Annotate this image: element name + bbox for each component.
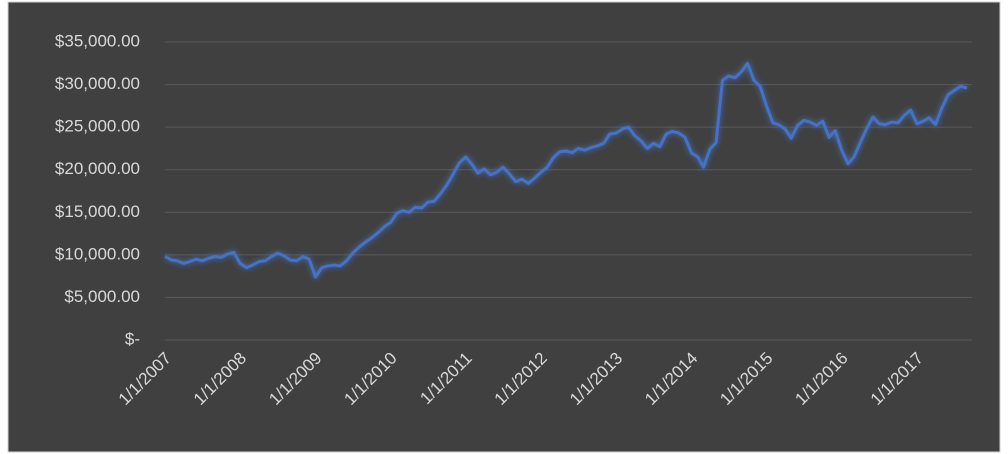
y-tick-label: $20,000.00 [55,159,140,178]
y-tick-label: $- [125,329,140,348]
y-tick-label: $25,000.00 [55,117,140,136]
y-tick-label: $35,000.00 [55,31,140,50]
y-tick-label: $5,000.00 [64,287,140,306]
y-tick-label: $30,000.00 [55,74,140,93]
chart-area [7,1,1001,453]
y-tick-label: $10,000.00 [55,244,140,263]
data-line [164,61,968,279]
y-tick-label: $15,000.00 [55,202,140,221]
